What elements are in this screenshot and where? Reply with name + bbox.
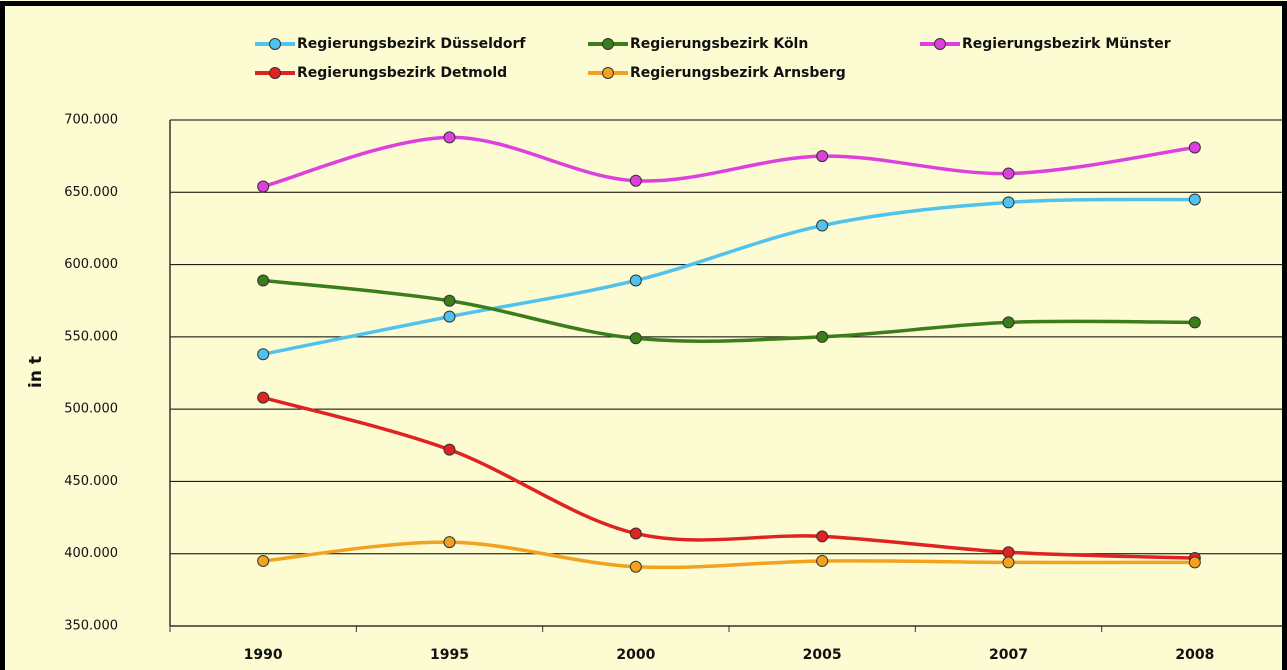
point: [816, 150, 829, 163]
point: [1002, 316, 1015, 329]
point: [443, 310, 456, 323]
point: [1002, 167, 1015, 180]
point: [257, 274, 270, 287]
series-line: [262, 540, 1195, 570]
point: [629, 332, 642, 345]
point: [443, 294, 456, 307]
x-tick-label: 2000: [616, 647, 655, 663]
point: [629, 174, 642, 187]
point: [1188, 193, 1201, 206]
y-tick-label: 400.000: [64, 546, 118, 561]
legend-marker: [934, 38, 946, 50]
point: [629, 560, 642, 573]
x-tick-label: 2005: [803, 647, 842, 663]
point: [816, 219, 829, 232]
y-tick-label: 450.000: [64, 474, 118, 489]
series-line: [262, 135, 1196, 189]
y-tick-label: 500.000: [64, 402, 118, 417]
point: [1002, 546, 1015, 559]
point: [1188, 141, 1201, 154]
y-tick-label: 350.000: [64, 619, 118, 634]
point: [1002, 196, 1015, 209]
point: [1188, 316, 1201, 329]
y-tick-label: 550.000: [64, 329, 118, 344]
point: [1002, 556, 1015, 569]
point: [443, 443, 456, 456]
legend-marker: [602, 38, 614, 50]
legend-label: Regierungsbezirk Köln: [630, 36, 808, 52]
x-tick-label: 1990: [244, 647, 283, 663]
x-tick-label: 1995: [430, 647, 469, 663]
point: [816, 330, 829, 343]
y-axis-label: in t: [26, 356, 46, 388]
legend-label: Regierungsbezirk Detmold: [297, 65, 507, 81]
point: [257, 348, 270, 361]
point: [257, 180, 270, 193]
legend-marker: [269, 38, 281, 50]
point: [257, 391, 270, 404]
legend-marker: [602, 67, 614, 79]
legend-label: Regierungsbezirk Düsseldorf: [297, 36, 526, 52]
point: [443, 131, 456, 144]
series-line: [262, 197, 1195, 356]
legend-label: Regierungsbezirk Arnsberg: [630, 65, 846, 81]
y-tick-label: 700.000: [64, 113, 118, 128]
point: [443, 536, 456, 549]
series-line: [262, 278, 1195, 343]
point: [629, 527, 642, 540]
y-tick-label: 600.000: [64, 257, 118, 272]
y-tick-label: 650.000: [64, 185, 118, 200]
legend-label: Regierungsbezirk Münster: [962, 36, 1171, 52]
point: [816, 530, 829, 543]
point: [816, 554, 829, 567]
legend-marker: [269, 67, 281, 79]
x-tick-label: 2008: [1175, 647, 1214, 663]
x-tick-label: 2007: [989, 647, 1028, 663]
series-line: [262, 395, 1195, 560]
point: [1188, 556, 1201, 569]
point: [629, 274, 642, 287]
point: [257, 554, 270, 567]
